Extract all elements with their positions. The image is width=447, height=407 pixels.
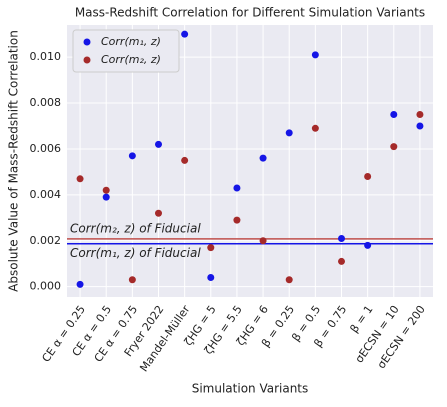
point xyxy=(311,124,319,132)
point xyxy=(364,172,372,180)
point xyxy=(76,175,84,183)
point xyxy=(285,129,293,137)
y-axis-label: Absolute Value of Mass-Redshift Correlat… xyxy=(7,30,21,292)
point xyxy=(102,193,110,201)
point xyxy=(233,216,241,224)
legend-label: Corr(m₂, z) xyxy=(101,53,161,66)
y-tick-label: 0.008 xyxy=(30,96,62,109)
y-tick-label: 0.010 xyxy=(30,50,62,63)
point xyxy=(416,111,424,119)
point xyxy=(259,154,267,162)
legend-marker xyxy=(83,38,91,46)
legend-box xyxy=(72,29,180,73)
reference-label: Corr(m₁, z) of Fiducial xyxy=(70,246,201,260)
legend-marker xyxy=(83,56,91,64)
chart-title: Mass-Redshift Correlation for Different … xyxy=(75,6,425,20)
point xyxy=(233,184,241,192)
point xyxy=(338,234,345,242)
point xyxy=(76,280,84,288)
point xyxy=(364,241,372,249)
point xyxy=(285,276,293,284)
x-axis-label: Simulation Variants xyxy=(192,382,309,396)
y-tick-label: 0.006 xyxy=(30,142,62,155)
point xyxy=(259,237,267,245)
point xyxy=(155,209,162,217)
point xyxy=(181,156,189,164)
point xyxy=(128,276,136,284)
legend-label: Corr(m₁, z) xyxy=(101,35,161,48)
point xyxy=(102,186,110,194)
reference-label: Corr(m₂, z) of Fiducial xyxy=(70,221,201,235)
y-tick-label: 0.002 xyxy=(30,234,62,247)
point xyxy=(207,273,215,281)
point xyxy=(390,143,398,151)
point xyxy=(128,152,136,160)
point xyxy=(311,51,319,59)
point xyxy=(181,30,189,38)
y-tick-label: 0.004 xyxy=(30,188,62,201)
point xyxy=(207,244,215,252)
y-tick-label: 0.000 xyxy=(30,280,62,293)
point xyxy=(416,122,424,130)
point xyxy=(155,140,162,148)
point xyxy=(390,111,398,119)
point xyxy=(338,257,345,265)
